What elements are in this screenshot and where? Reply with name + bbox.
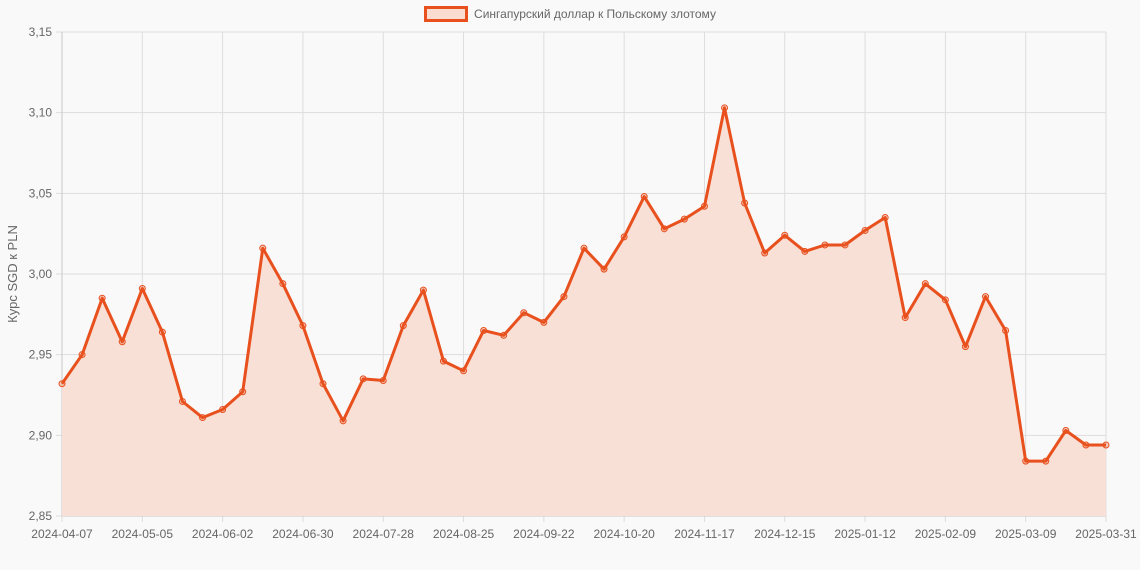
- y-tick-label: 2,85: [29, 509, 53, 523]
- legend[interactable]: Сингапурский доллар к Польскому злотому: [0, 6, 1140, 22]
- data-point: [480, 326, 488, 334]
- data-point: [520, 309, 528, 317]
- data-point: [801, 247, 809, 255]
- data-point: [1042, 457, 1050, 465]
- y-tick-label: 3,05: [29, 186, 53, 200]
- data-point: [921, 280, 929, 288]
- x-tick-label: 2024-04-07: [31, 527, 93, 541]
- data-point: [660, 225, 668, 233]
- data-point: [279, 280, 287, 288]
- data-point: [199, 414, 207, 422]
- y-tick-label: 3,10: [29, 106, 53, 120]
- data-point: [1022, 457, 1030, 465]
- data-point: [299, 322, 307, 330]
- data-point: [841, 241, 849, 249]
- data-point: [98, 294, 106, 302]
- legend-label: Сингапурский доллар к Польскому злотому: [474, 7, 716, 21]
- data-point: [961, 343, 969, 351]
- x-tick-label: 2025-03-09: [995, 527, 1057, 541]
- data-point: [741, 199, 749, 207]
- data-point: [1002, 326, 1010, 334]
- x-tick-label: 2024-06-30: [272, 527, 334, 541]
- x-tick-label: 2024-05-05: [112, 527, 174, 541]
- x-tick-label: 2024-10-20: [593, 527, 655, 541]
- data-point: [901, 314, 909, 322]
- y-axis-title: Курс SGD к PLN: [5, 225, 20, 323]
- data-point: [560, 293, 568, 301]
- area-fill: [62, 107, 1106, 517]
- data-point: [58, 380, 66, 388]
- y-tick-label: 2,90: [29, 428, 53, 442]
- data-point: [359, 375, 367, 383]
- data-point: [721, 104, 729, 112]
- x-tick-label: 2024-06-02: [192, 527, 254, 541]
- data-point: [640, 193, 648, 201]
- x-tick-label: 2025-01-12: [834, 527, 896, 541]
- data-point: [178, 397, 186, 405]
- data-point: [680, 215, 688, 223]
- x-tick-label: 2025-03-31: [1075, 527, 1137, 541]
- data-point: [1082, 441, 1090, 449]
- data-point: [78, 351, 86, 359]
- data-point: [861, 226, 869, 234]
- data-point: [419, 286, 427, 294]
- data-point: [118, 338, 126, 346]
- data-point: [319, 380, 327, 388]
- y-tick-label: 2,95: [29, 348, 53, 362]
- y-tick-label: 3,15: [29, 25, 53, 39]
- data-point: [219, 406, 227, 414]
- x-tick-label: 2024-11-17: [674, 527, 735, 541]
- x-tick-label: 2024-09-22: [513, 527, 575, 541]
- data-point: [761, 249, 769, 257]
- data-point: [781, 231, 789, 239]
- data-point: [580, 244, 588, 252]
- legend-swatch: [424, 6, 469, 22]
- data-point: [138, 285, 146, 293]
- data-point: [540, 318, 548, 326]
- x-tick-label: 2024-07-28: [353, 527, 415, 541]
- data-point: [339, 417, 347, 425]
- y-tick-label: 3,00: [29, 267, 53, 281]
- data-point: [239, 388, 247, 396]
- data-point: [1102, 441, 1110, 449]
- data-point: [620, 233, 628, 241]
- data-point: [439, 357, 447, 365]
- data-point: [500, 331, 508, 339]
- data-point: [700, 202, 708, 210]
- data-point: [881, 214, 889, 222]
- data-point: [399, 322, 407, 330]
- data-point: [379, 376, 387, 384]
- data-point: [600, 265, 608, 273]
- x-tick-label: 2024-08-25: [433, 527, 495, 541]
- data-point: [259, 244, 267, 252]
- x-tick-label: 2024-12-15: [754, 527, 816, 541]
- series-line: [60, 106, 1106, 463]
- data-point: [821, 241, 829, 249]
- data-point: [1062, 426, 1070, 434]
- data-point: [941, 296, 949, 304]
- data-point: [982, 293, 990, 301]
- data-point: [158, 328, 166, 336]
- x-tick-label: 2025-02-09: [915, 527, 977, 541]
- data-point: [460, 367, 468, 375]
